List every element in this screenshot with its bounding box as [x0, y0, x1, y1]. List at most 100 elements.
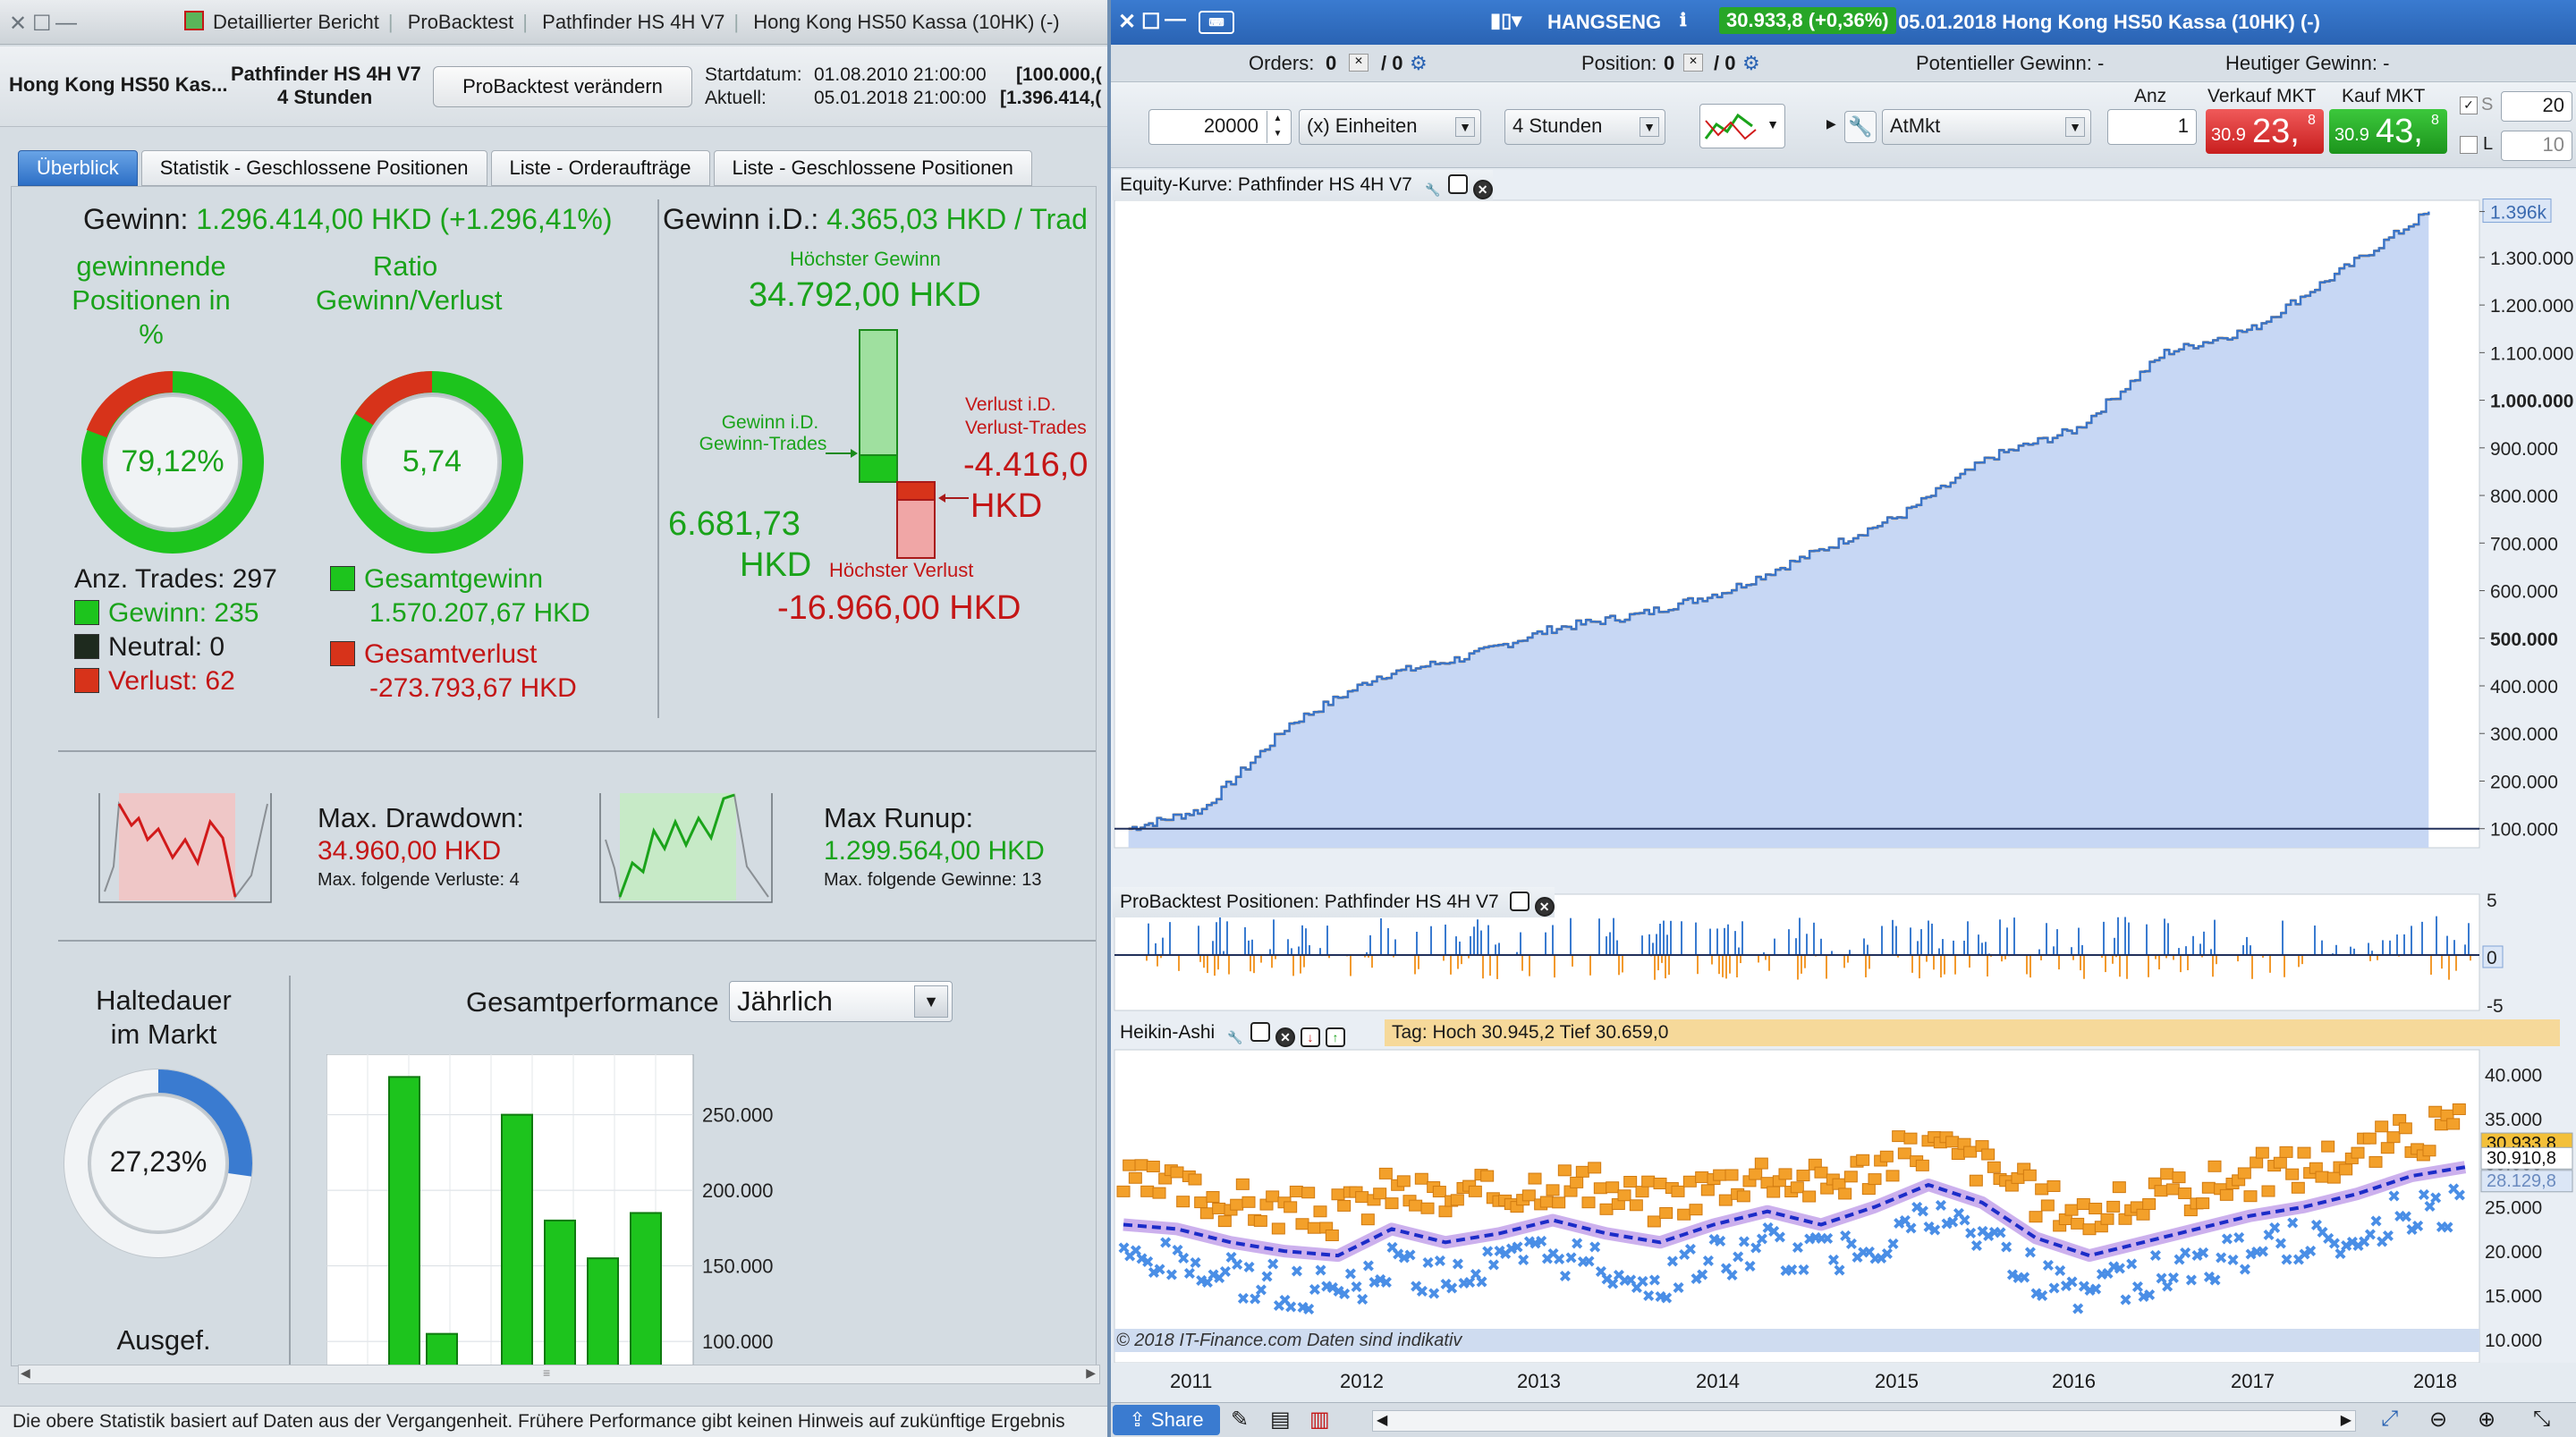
buy-market-button[interactable]: 30.9 43, 8 [2329, 109, 2447, 154]
scroll-thumb[interactable]: ≡ [543, 1365, 551, 1380]
minimize-icon[interactable]: — [1165, 7, 1186, 31]
scroll-left-icon[interactable]: ◀ [1377, 1413, 1388, 1428]
y-tick-label: 1.396k [2490, 203, 2547, 224]
modify-backtest-button[interactable]: ProBacktest verändern [433, 66, 692, 107]
short-marker [2089, 1203, 2103, 1215]
chevron-down-icon[interactable]: ▼ [1455, 117, 1475, 137]
maximize-icon[interactable]: ☐ [1141, 10, 1161, 34]
timeframe-value: 4 Stunden [1513, 114, 1603, 137]
wrench-icon[interactable]: 🔧 [1227, 1030, 1243, 1044]
horizontal-scrollbar[interactable]: ◀ ≡ ▶ [18, 1365, 1100, 1384]
info-icon[interactable]: ℹ [1680, 11, 1687, 30]
long-marker: ✖ [1773, 1229, 1786, 1247]
chevron-down-icon[interactable]: ▼ [2065, 117, 2085, 137]
zoom-in-icon[interactable]: ⊕ [2478, 1407, 2496, 1432]
short-marker [1915, 1159, 1929, 1171]
close-icon[interactable]: ✕ [1118, 10, 1137, 34]
close-position-icon[interactable]: ✕ [1683, 54, 1703, 72]
timeframe-select[interactable]: 4 Stunden ▼ [1504, 109, 1665, 145]
collapse-icon[interactable]: ▶ [1826, 116, 1836, 131]
performance-period-select[interactable]: Jährlich ▼ [729, 981, 953, 1022]
stop-input[interactable]: 20 [2501, 91, 2572, 122]
zoom-fit-icon[interactable]: ⤢ [2381, 1407, 2399, 1431]
close-icon[interactable]: ✕ [1534, 897, 1555, 917]
stop-checkbox[interactable]: ✓ [2460, 97, 2478, 114]
title-tab-instrument[interactable]: Hong Kong HS50 Kassa (10HK) (-) [753, 11, 1060, 33]
arrow-down-icon[interactable]: ↓ [1301, 1027, 1321, 1047]
title-tab-strategy[interactable]: Pathfinder HS 4H V7 [542, 11, 725, 33]
short-marker [1695, 1171, 1709, 1183]
long-marker: ✖ [2131, 1278, 2144, 1296]
chevron-down-icon[interactable]: ▼ [1767, 117, 1779, 131]
chevron-down-icon[interactable]: ▼ [1640, 117, 1659, 137]
long-marker: ✖ [1493, 1242, 1506, 1260]
drawing-tools-icon[interactable]: ✎ [1231, 1407, 1250, 1432]
tab-overview[interactable]: Überblick [18, 150, 138, 186]
long-marker: ✖ [2137, 1289, 2150, 1306]
expand-icon[interactable]: ⤡ [2533, 1407, 2551, 1431]
tab-statistics[interactable]: Statistik - Geschlossene Positionen [140, 150, 487, 186]
window-icon[interactable] [1447, 174, 1468, 194]
short-marker [1271, 1222, 1285, 1235]
tab-orders[interactable]: Liste - Orderaufträge [490, 150, 710, 186]
zoom-out-icon[interactable]: ⊖ [2429, 1407, 2448, 1432]
short-marker [1736, 1190, 1750, 1203]
window-icon[interactable] [1250, 1022, 1271, 1042]
long-marker: ✖ [1379, 1273, 1393, 1291]
short-marker [2279, 1145, 2293, 1158]
title-tab-report[interactable]: Detaillierter Bericht [213, 11, 379, 33]
short-marker [2046, 1179, 2061, 1192]
scroll-right-icon[interactable]: ▶ [1086, 1365, 1096, 1380]
chart-type-button[interactable]: ▼ [1699, 104, 1785, 148]
close-icon[interactable]: ✕ [1472, 180, 1493, 199]
limit-input[interactable]: 10 [2501, 131, 2572, 161]
order-type-select[interactable]: AtMkt ▼ [1882, 109, 2091, 145]
short-marker [1373, 1188, 1387, 1200]
amount-input[interactable]: 1 [2107, 109, 2197, 145]
wrench-icon[interactable]: 🔧 [1424, 182, 1441, 197]
short-marker [1539, 1196, 1554, 1208]
gear-icon[interactable]: ⚙ [1742, 52, 1760, 74]
minimize-icon[interactable]: ☐ [32, 12, 52, 36]
quantity-input[interactable]: 20000 [1148, 109, 1292, 145]
long-marker: ✖ [1171, 1241, 1184, 1259]
arrow-up-icon[interactable]: ↑ [1326, 1027, 1346, 1047]
short-marker [2285, 1168, 2300, 1180]
scroll-right-icon[interactable]: ▶ [2340, 1413, 2351, 1428]
cancel-orders-icon[interactable]: ✕ [1349, 54, 1368, 72]
title-tab-probacktest[interactable]: ProBacktest [407, 11, 514, 33]
tab-closed-positions[interactable]: Liste - Geschlossene Positionen [713, 150, 1032, 186]
sell-market-button[interactable]: 30.9 23, 8 [2206, 109, 2324, 154]
long-marker: ✖ [1970, 1238, 1983, 1255]
share-button[interactable]: ⇪ Share [1113, 1405, 1220, 1435]
short-marker [1885, 1170, 1900, 1182]
report-tabs: Überblick Statistik - Geschlossene Positi… [18, 150, 1036, 186]
close-icon[interactable]: ✕ [1275, 1027, 1296, 1047]
limit-checkbox[interactable] [2460, 136, 2478, 154]
long-marker: ✖ [1267, 1255, 1280, 1273]
performance-label: Gesamtperformance [466, 986, 719, 1018]
short-marker [1945, 1136, 1960, 1148]
left-titlebar: ✕ ☐ — Detaillierter Bericht | ProBacktest… [0, 0, 1107, 45]
long-marker: ✖ [1696, 1266, 1709, 1284]
keyboard-icon[interactable]: ⌨ [1199, 11, 1234, 34]
max-loss-label: Höchster Verlust [829, 559, 974, 581]
wrench-icon[interactable]: 🔧 [1844, 111, 1877, 143]
long-marker: ✖ [1600, 1271, 1614, 1289]
report-icon[interactable]: ▤ [1270, 1407, 1291, 1432]
indicator-icon[interactable]: ▥ [1309, 1407, 1330, 1432]
market-name[interactable]: HANGSENG [1547, 11, 1662, 33]
performance-bar [426, 1332, 458, 1367]
window-icon[interactable] [1509, 892, 1530, 911]
chevron-down-icon[interactable]: ▼ [914, 985, 948, 1018]
dash-icon[interactable]: — [55, 11, 77, 35]
units-select[interactable]: (x) Einheiten ▼ [1299, 109, 1481, 145]
candlestick-icon[interactable]: ▮▯▾ [1490, 9, 1522, 31]
close-icon[interactable]: ✕ [9, 12, 28, 36]
long-marker: ✖ [1147, 1264, 1160, 1282]
time-scrollbar[interactable]: ◀ ▶ [1372, 1410, 2356, 1432]
scroll-left-icon[interactable]: ◀ [21, 1365, 30, 1380]
chart-title: 05.01.2018 Hong Kong HS50 Kassa (10HK) (… [1898, 11, 2320, 33]
gear-icon[interactable]: ⚙ [1410, 52, 1428, 74]
quantity-stepper[interactable]: ▲ ▼ [1267, 111, 1288, 143]
